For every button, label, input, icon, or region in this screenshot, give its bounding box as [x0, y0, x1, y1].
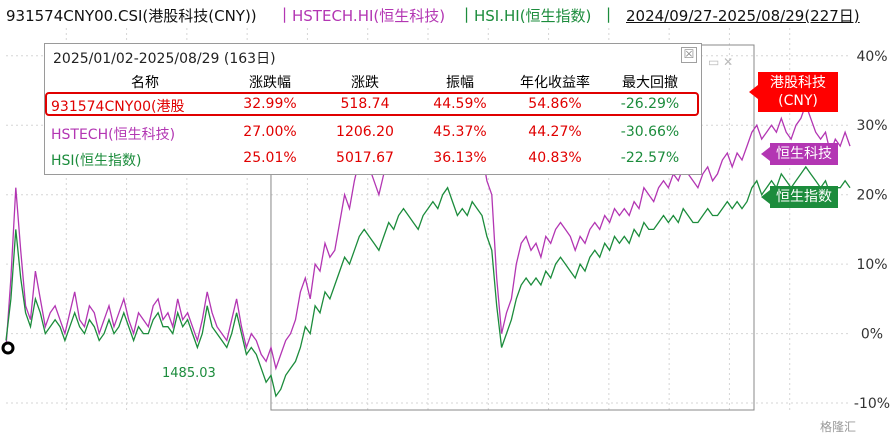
row-name: HSTECH(恒生科技) [51, 127, 176, 143]
row-max-drawdown: -26.29% [620, 96, 680, 112]
row-annualized: 44.27% [528, 124, 582, 140]
window-buttons[interactable]: ▭ ✕ [708, 55, 734, 69]
row-name: HSI(恒生指数) [51, 153, 142, 169]
row-amplitude: 44.59% [433, 96, 487, 112]
tag-line: (CNY) [778, 93, 818, 109]
col-header-name: 名称 [131, 75, 159, 91]
tag-hk-tech-cny: 港股科技 (CNY) [749, 72, 838, 112]
tag-hsi: 恒生指数 [761, 186, 838, 208]
row-max-drawdown: -30.66% [620, 124, 680, 140]
row-name: 931574CNY00(港股 [51, 99, 185, 115]
y-tick-label: 10% [856, 257, 887, 273]
tag-hstech: 恒生科技 [761, 143, 838, 165]
title-bar: 931574CNY00.CSI(港股科技(CNY)) | HSTECH.HI(恒… [6, 3, 890, 27]
col-header-max-drawdown: 最大回撤 [622, 75, 678, 91]
y-tick-label: -10% [854, 396, 890, 412]
stats-popup[interactable]: 2025/01/02-2025/08/29 (163日) ☒ 名称 涨跌幅 涨跌… [44, 43, 702, 175]
highlight-box [45, 92, 699, 116]
title-symbol: 931574CNY00.CSI(港股科技(CNY)) [6, 7, 257, 25]
col-header-annualized: 年化收益率 [520, 75, 590, 91]
y-tick-label: 0% [861, 327, 883, 343]
row-annualized: 54.86% [528, 96, 582, 112]
row-change-pct: 27.00% [243, 124, 297, 140]
popup-header: 2025/01/02-2025/08/29 (163日) [53, 51, 276, 67]
tag-line: 港股科技 [770, 75, 826, 91]
col-header-amplitude: 振幅 [446, 75, 474, 91]
row-change-pct: 32.99% [243, 96, 297, 112]
series-line [5, 165, 851, 398]
y-tick-label: 30% [856, 118, 887, 134]
left-edge-marker [1, 341, 15, 355]
row-change: 5017.67 [336, 150, 394, 166]
y-tick-label: 20% [856, 188, 887, 204]
title-sep: | [606, 5, 612, 23]
title-hsi[interactable]: HSI.HI(恒生指数) [474, 7, 592, 25]
title-sep: | [464, 5, 470, 23]
row-change: 518.74 [340, 96, 390, 112]
close-icon[interactable]: ☒ [681, 47, 697, 63]
col-header-change: 涨跌 [351, 75, 379, 91]
title-hstech[interactable]: HSTECH.HI(恒生科技) [292, 7, 446, 25]
min-value-label: 1485.03 [162, 366, 216, 381]
col-header-change-pct: 涨跌幅 [249, 75, 291, 91]
row-amplitude: 45.37% [433, 124, 487, 140]
y-tick-label: 40% [856, 49, 887, 65]
row-change: 1206.20 [336, 124, 394, 140]
row-change-pct: 25.01% [243, 150, 297, 166]
row-amplitude: 36.13% [433, 150, 487, 166]
watermark: 格隆汇 [820, 420, 857, 434]
row-annualized: 40.83% [528, 150, 582, 166]
title-sep: | [282, 5, 288, 23]
row-max-drawdown: -22.57% [620, 150, 680, 166]
title-range: 2024/09/27-2025/08/29(227日) [626, 7, 860, 25]
